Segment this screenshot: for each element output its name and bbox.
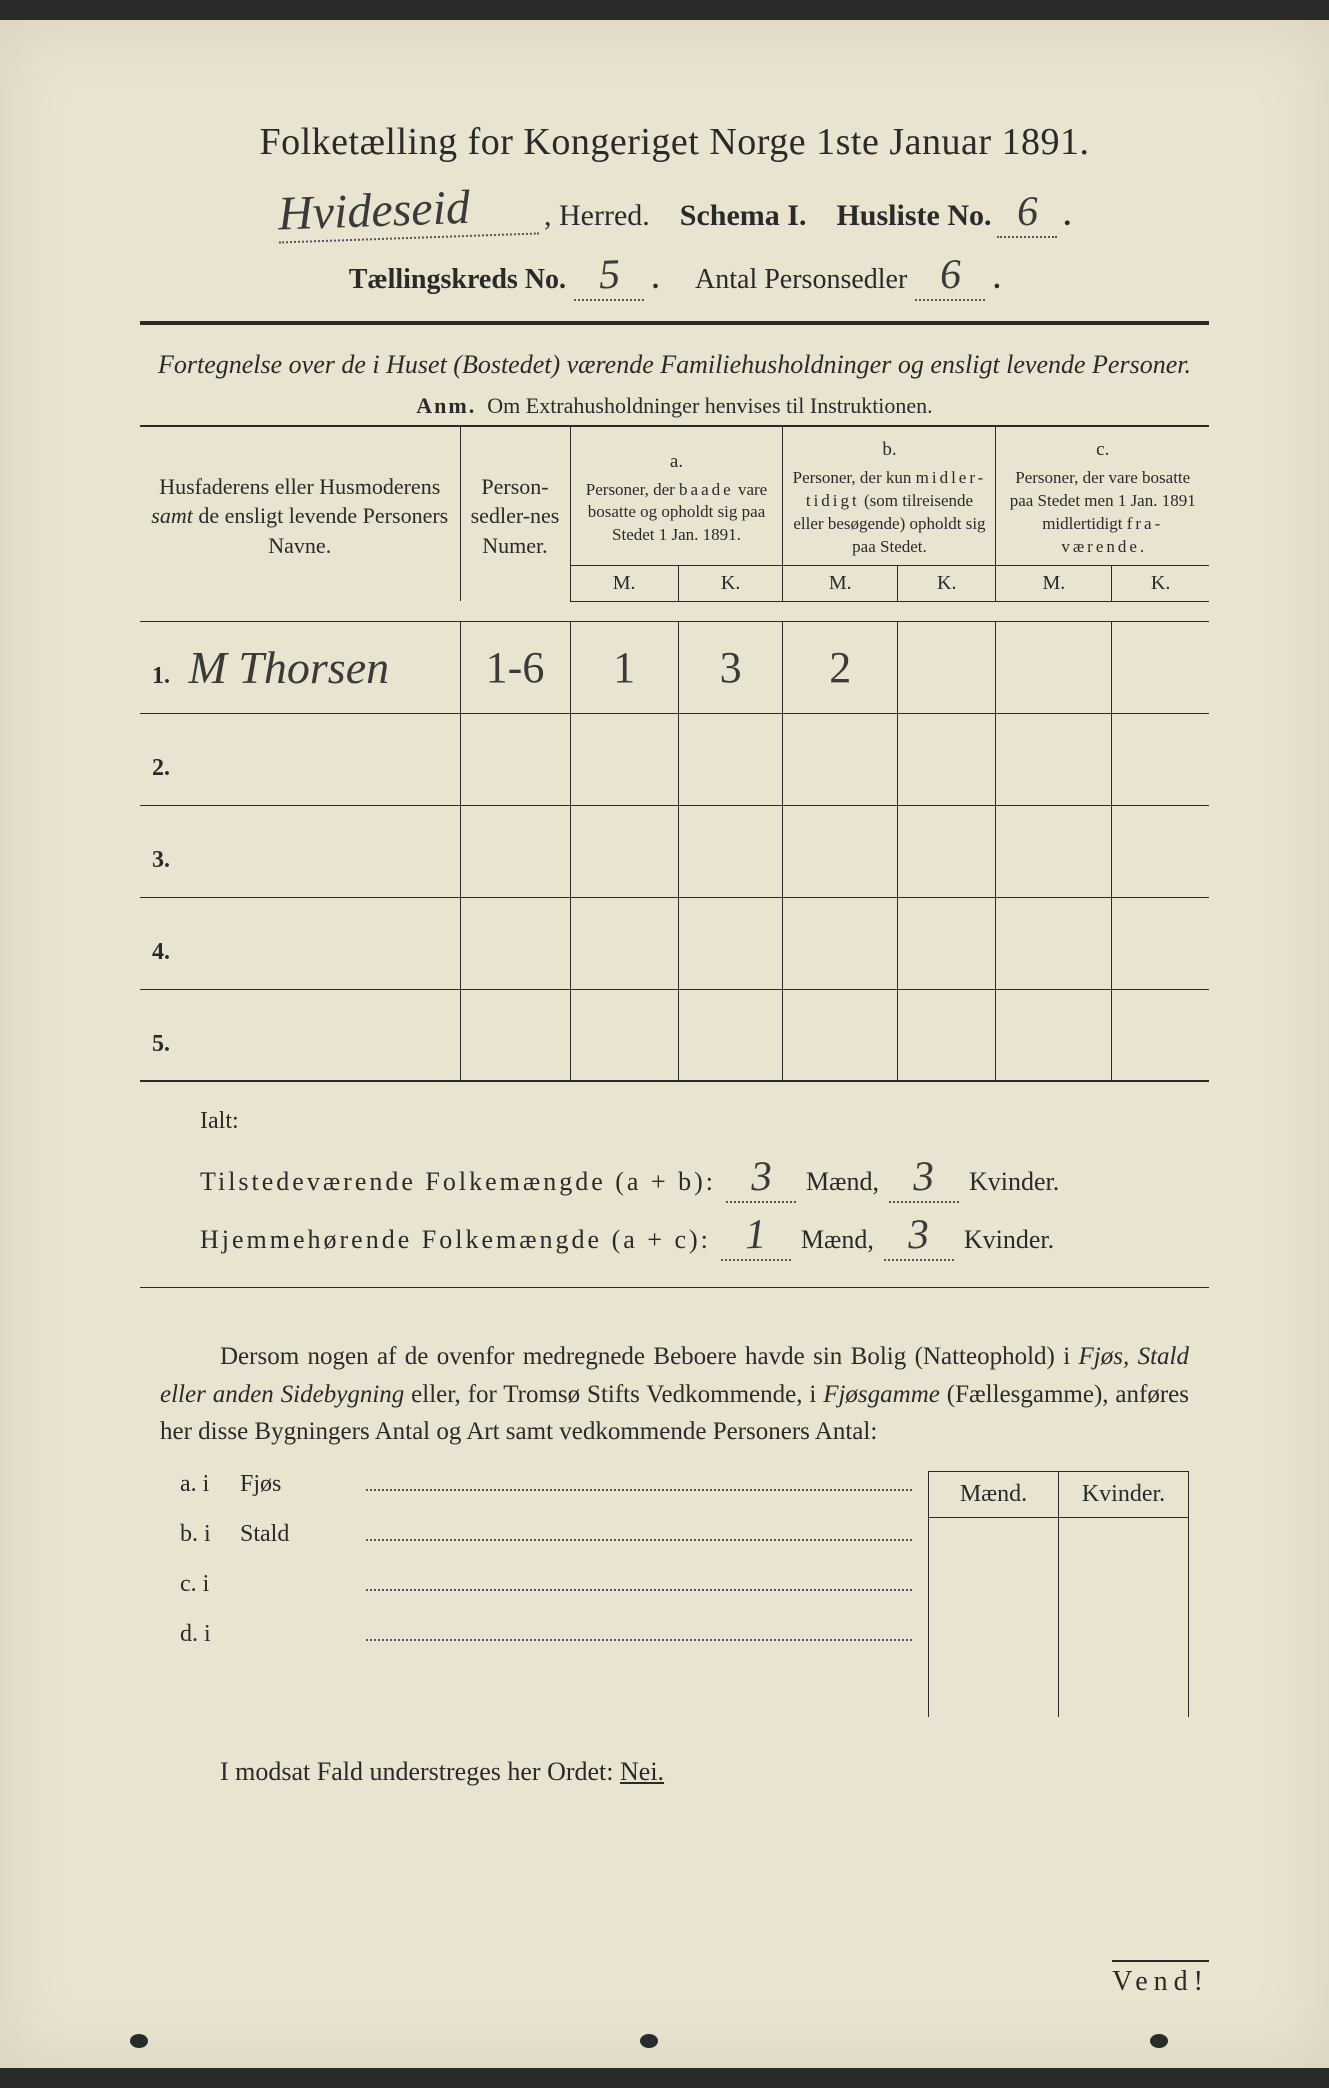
kvinder-label: Kvinder. [969, 1167, 1059, 1197]
divider-rule [140, 321, 1209, 325]
table-row: 5. [140, 989, 1209, 1081]
col-c-k: K. [1112, 565, 1209, 601]
nei-word: Nei. [620, 1757, 664, 1786]
col-c-m: M. [996, 565, 1112, 601]
tilstede-k: 3 [913, 1153, 936, 1202]
husliste-label: Husliste No. [836, 199, 991, 233]
binding-mark [130, 2034, 148, 2048]
lower-maend-header: Mænd. [929, 1471, 1059, 1517]
lower-row: c. i [180, 1571, 918, 1621]
col-c-label: c. [1004, 437, 1201, 463]
maend-label-2: Mænd, [801, 1225, 874, 1255]
hjemme-label: Hjemmehørende Folkemængde (a + c): [200, 1225, 711, 1255]
col-b-m: M. [783, 565, 898, 601]
maend-label: Mænd, [806, 1167, 879, 1197]
herred-handwritten: Hvideseid [277, 177, 539, 243]
tilstede-m: 3 [750, 1153, 773, 1202]
col-b-k: K. [898, 565, 996, 601]
kreds-label: Tællingskreds No. [349, 264, 566, 296]
nei-line: I modsat Fald understreges her Ordet: Ne… [220, 1757, 1209, 1787]
lower-mk-table: Mænd. Kvinder. [928, 1471, 1189, 1718]
kreds-line: Tællingskreds No. 5. Antal Personsedler … [140, 251, 1209, 301]
hjemme-line: Hjemmehørende Folkemængde (a + c): 1 Mæn… [200, 1211, 1209, 1261]
anm-text: Om Extrahusholdninger henvises til Instr… [487, 393, 932, 418]
ialt-label: Ialt: [200, 1108, 1209, 1135]
lower-row: a. iFjøs [180, 1471, 918, 1521]
husliste-no: 6 [1016, 188, 1039, 237]
main-table: Husfaderens eller Husmoderens samt de en… [140, 425, 1209, 1082]
building-paragraph: Dersom nogen af de ovenfor medregnede Be… [160, 1338, 1189, 1451]
col-c-text: Personer, der vare bosatte paa Stedet me… [1004, 467, 1201, 559]
table-row: 2. [140, 713, 1209, 805]
antal-label: Antal Personsedler [695, 264, 907, 296]
antal-no: 6 [939, 251, 962, 300]
herred-line: Hvideseid , Herred. Schema I. Husliste N… [140, 182, 1209, 239]
table-row: 1. M Thorsen1-6132 [140, 621, 1209, 713]
table-row: 3. [140, 805, 1209, 897]
tilstede-line: Tilstedeværende Folkemængde (a + b): 3 M… [200, 1153, 1209, 1203]
hjemme-m: 1 [745, 1211, 768, 1260]
table-row: 4. [140, 897, 1209, 989]
col-b-text: Personer, der kun midler-tidigt (som til… [791, 467, 987, 559]
binding-mark [1150, 2034, 1168, 2048]
census-form-page: Folketælling for Kongeriget Norge 1ste J… [0, 20, 1329, 2068]
divider-rule-2 [140, 1287, 1209, 1288]
tilstede-label: Tilstedeværende Folkemængde (a + b): [200, 1167, 716, 1197]
col-a-text: Personer, der baade vare bosatte og opho… [579, 479, 775, 548]
col-numer-header: Person-sedler-nes Numer. [460, 426, 570, 601]
hjemme-k: 3 [908, 1211, 931, 1260]
col-a-k: K. [678, 565, 783, 601]
col-a-label: a. [579, 449, 775, 475]
binding-mark [640, 2034, 658, 2048]
herred-label: , Herred. [544, 199, 650, 233]
kvinder-label-2: Kvinder. [964, 1225, 1054, 1255]
lower-section: a. iFjøsb. iStaldc. id. i Mænd. Kvinder. [180, 1471, 1189, 1718]
lower-row: d. i [180, 1621, 918, 1671]
lower-row: b. iStald [180, 1521, 918, 1571]
anm-label: Anm. [416, 393, 476, 418]
lower-kvinder-header: Kvinder. [1059, 1471, 1189, 1517]
vend-label: Vend! [1112, 1960, 1209, 1998]
col-name-header: Husfaderens eller Husmoderens samt de en… [151, 474, 448, 558]
col-b-label: b. [791, 437, 987, 463]
subtitle: Fortegnelse over de i Huset (Bostedet) v… [140, 347, 1209, 383]
anm-line: Anm. Om Extrahusholdninger henvises til … [140, 393, 1209, 419]
kreds-no: 5 [598, 251, 621, 300]
col-a-m: M. [570, 565, 678, 601]
page-title: Folketælling for Kongeriget Norge 1ste J… [140, 120, 1209, 164]
schema-label: Schema I. [680, 199, 807, 233]
